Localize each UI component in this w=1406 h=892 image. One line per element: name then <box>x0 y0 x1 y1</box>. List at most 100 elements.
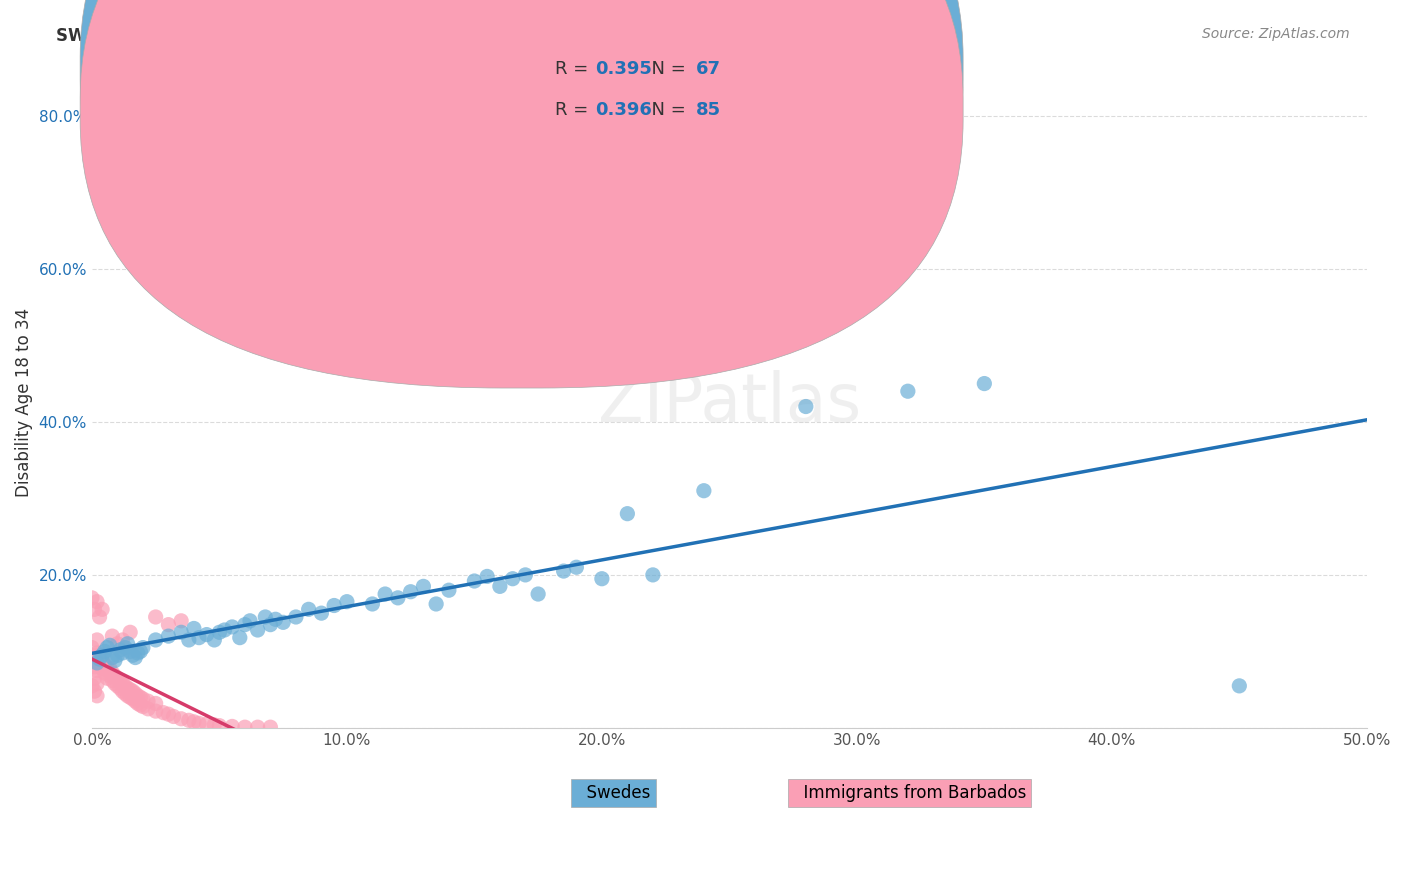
Point <box>80 656 103 670</box>
Point <box>86 646 108 660</box>
Point <box>188 716 211 731</box>
Point <box>794 400 817 414</box>
Point <box>437 583 460 598</box>
Point <box>124 650 146 665</box>
Point <box>111 632 134 647</box>
Text: R =: R = <box>555 101 595 119</box>
Point <box>121 691 143 706</box>
Point <box>91 654 114 668</box>
Point <box>96 671 118 685</box>
Point <box>101 650 124 665</box>
Point <box>107 648 129 663</box>
Point <box>323 599 346 613</box>
Point <box>233 720 256 734</box>
Point <box>254 610 277 624</box>
Point <box>641 567 664 582</box>
Point <box>425 597 447 611</box>
Point <box>271 615 294 630</box>
Point <box>124 686 146 700</box>
Point <box>89 658 111 673</box>
Point <box>145 632 167 647</box>
Point <box>202 632 225 647</box>
Text: 85: 85 <box>696 101 721 119</box>
Point <box>114 679 136 693</box>
Point <box>86 650 108 665</box>
Text: Swedes: Swedes <box>576 784 651 802</box>
Point <box>80 640 103 655</box>
Point <box>117 681 139 695</box>
Point <box>183 714 205 729</box>
Point <box>298 602 321 616</box>
Point <box>80 591 103 605</box>
Point <box>86 595 108 609</box>
Point <box>399 584 422 599</box>
Point <box>114 640 136 655</box>
Text: Source: ZipAtlas.com: Source: ZipAtlas.com <box>1202 27 1350 41</box>
Point <box>101 673 124 688</box>
Point <box>120 644 142 658</box>
Point <box>591 572 613 586</box>
Point <box>221 620 243 634</box>
Point <box>475 569 498 583</box>
Point <box>183 622 205 636</box>
Point <box>117 637 139 651</box>
Point <box>89 648 111 663</box>
Point <box>214 623 236 637</box>
Point <box>107 637 129 651</box>
Point <box>127 646 149 660</box>
Point <box>124 694 146 708</box>
Point <box>86 656 108 670</box>
Point <box>98 638 121 652</box>
Point <box>264 612 287 626</box>
Point <box>145 697 167 711</box>
Point <box>616 507 638 521</box>
Point <box>195 717 218 731</box>
Point <box>246 720 269 734</box>
Point <box>489 579 512 593</box>
Point <box>86 689 108 703</box>
Point <box>177 632 200 647</box>
Point <box>157 629 180 643</box>
Point <box>132 691 155 706</box>
Point <box>127 689 149 703</box>
Point <box>86 676 108 690</box>
Point <box>177 714 200 728</box>
Text: R =: R = <box>555 60 595 78</box>
Point <box>188 631 211 645</box>
Point <box>127 697 149 711</box>
Point <box>89 610 111 624</box>
Point <box>284 610 307 624</box>
Point <box>86 632 108 647</box>
Point <box>101 629 124 643</box>
Point <box>93 658 115 673</box>
Point <box>973 376 995 391</box>
Point <box>502 572 524 586</box>
Point <box>259 720 281 734</box>
Point <box>157 617 180 632</box>
Point <box>412 579 434 593</box>
Point <box>114 686 136 700</box>
Point <box>108 673 131 688</box>
Point <box>93 659 115 673</box>
Point <box>897 384 920 399</box>
Point <box>121 684 143 698</box>
Point <box>129 690 152 705</box>
Point <box>152 706 174 720</box>
Point <box>96 640 118 655</box>
Point <box>111 676 134 690</box>
Point <box>117 689 139 703</box>
Point <box>91 654 114 668</box>
Point <box>527 587 550 601</box>
Text: N =: N = <box>640 60 692 78</box>
Point <box>83 602 105 616</box>
Point <box>120 625 142 640</box>
Point <box>170 625 193 640</box>
Point <box>86 664 108 678</box>
Point <box>120 690 142 705</box>
Point <box>145 610 167 624</box>
Point <box>107 679 129 693</box>
Point <box>91 602 114 616</box>
Point <box>463 574 485 588</box>
Text: N =: N = <box>640 101 692 119</box>
Point <box>515 567 537 582</box>
